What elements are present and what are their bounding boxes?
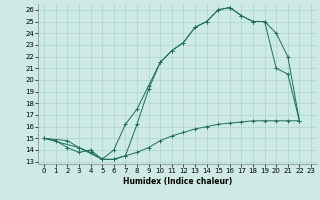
X-axis label: Humidex (Indice chaleur): Humidex (Indice chaleur): [123, 177, 232, 186]
